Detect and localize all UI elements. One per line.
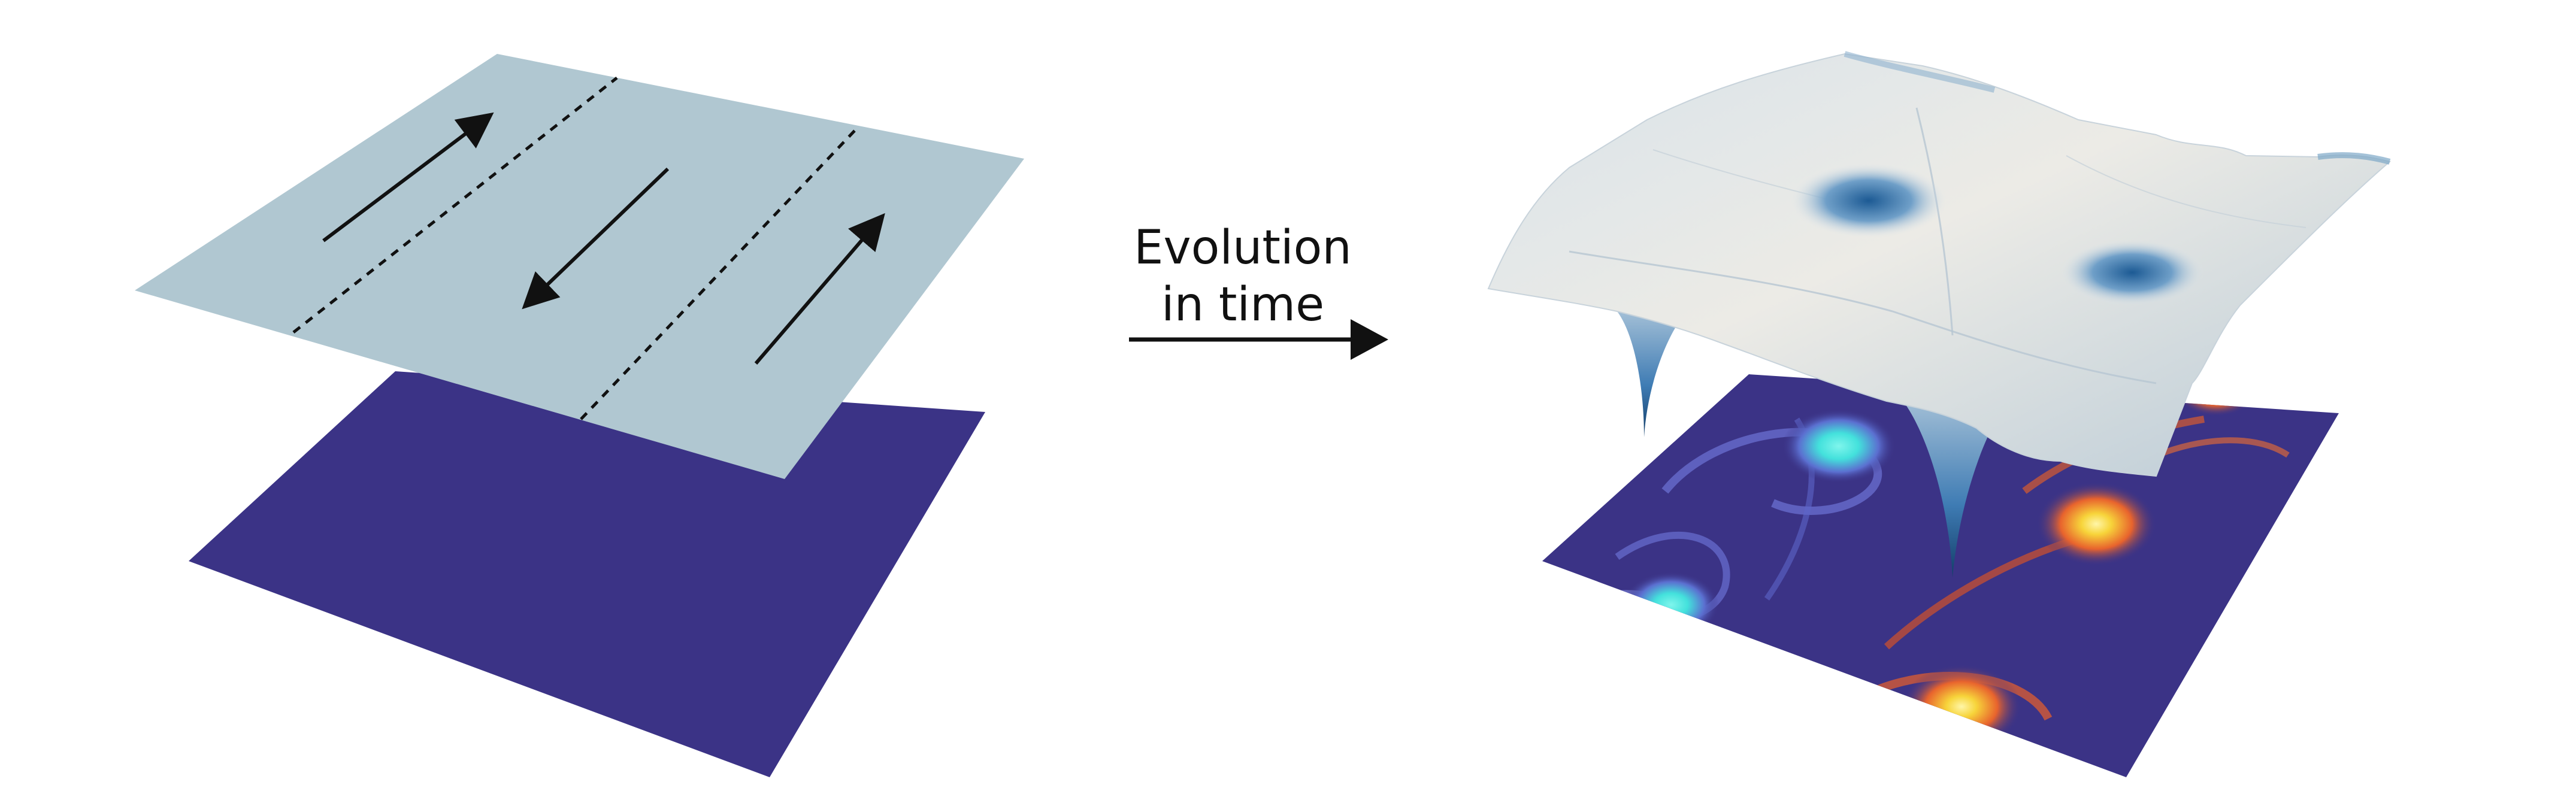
- flow-arrow-up-icon: [322, 112, 494, 243]
- negative-vortex: [1623, 572, 1719, 638]
- flow-arrow-down-icon: [522, 167, 670, 310]
- caption-line-2: in time: [1161, 278, 1324, 332]
- shear-boundary-line: [292, 77, 618, 334]
- positive-vortex: [2036, 482, 2156, 566]
- flow-arrow-up-icon: [754, 213, 885, 365]
- surface-well: [1899, 395, 2012, 578]
- evolved-state-panel: [1487, 51, 2392, 777]
- base-plane: [189, 371, 985, 777]
- time-arrowhead-icon: [1351, 319, 1388, 360]
- negative-vortex: [1782, 409, 1896, 483]
- stream-function-surface: [1487, 53, 2392, 477]
- positive-vortex: [1902, 665, 2021, 749]
- surface-well: [1617, 308, 1689, 437]
- surface-dimple: [2060, 240, 2204, 305]
- evolution-caption: Evolution in time: [1129, 221, 1388, 360]
- flow-plane: [135, 54, 1024, 479]
- caption-line-1: Evolution: [1134, 221, 1352, 275]
- shear-boundary-line: [580, 128, 858, 420]
- surface-dimple: [1791, 163, 1947, 238]
- initial-state-panel: [135, 54, 1024, 777]
